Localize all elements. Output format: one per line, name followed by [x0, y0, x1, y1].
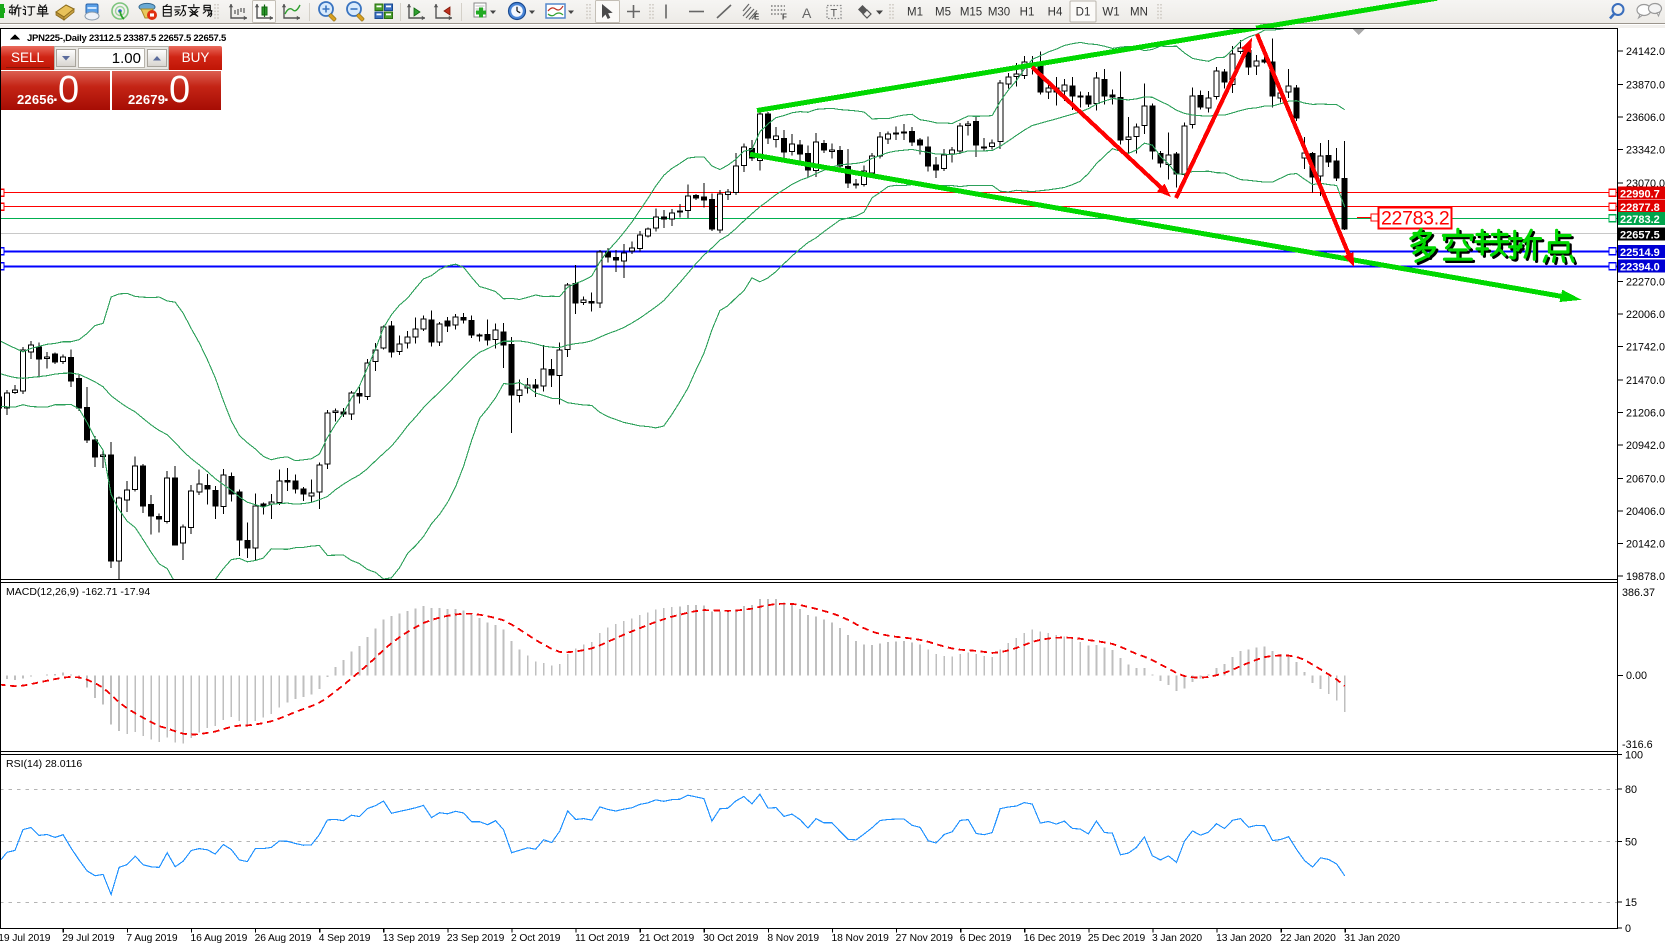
svg-text:D1: D1 [1076, 7, 1091, 19]
svg-text:22514.9: 22514.9 [1620, 247, 1660, 259]
svg-text:15: 15 [1625, 897, 1637, 909]
svg-text:M30: M30 [988, 7, 1010, 19]
svg-text:8 Nov 2019: 8 Nov 2019 [767, 933, 819, 944]
svg-text:22783.2: 22783.2 [1381, 208, 1449, 230]
svg-text:25 Dec 2019: 25 Dec 2019 [1088, 933, 1146, 944]
svg-text:18 Nov 2019: 18 Nov 2019 [832, 933, 890, 944]
svg-text:0.00: 0.00 [1626, 670, 1647, 682]
svg-text:0: 0 [1625, 923, 1631, 935]
svg-text:22006.0: 22006.0 [1626, 309, 1665, 321]
svg-text:6 Dec 2019: 6 Dec 2019 [960, 933, 1012, 944]
svg-text:20942.0: 20942.0 [1626, 440, 1665, 452]
svg-text:21 Oct 2019: 21 Oct 2019 [639, 933, 694, 944]
svg-text:23 Sep 2019: 23 Sep 2019 [447, 933, 505, 944]
svg-text:H4: H4 [1048, 7, 1063, 19]
svg-text:26 Aug 2019: 26 Aug 2019 [255, 933, 312, 944]
svg-text:386.37: 386.37 [1622, 587, 1655, 599]
svg-text:29 Jul 2019: 29 Jul 2019 [62, 933, 115, 944]
svg-text:27 Nov 2019: 27 Nov 2019 [896, 933, 954, 944]
svg-text:22877.8: 22877.8 [1620, 202, 1660, 214]
svg-text:13 Jan 2020: 13 Jan 2020 [1216, 933, 1272, 944]
svg-text:E: E [754, 13, 760, 22]
svg-text:MN: MN [1130, 7, 1148, 19]
svg-text:16 Aug 2019: 16 Aug 2019 [191, 933, 248, 944]
svg-text:2 Oct 2019: 2 Oct 2019 [511, 933, 561, 944]
svg-text:22657.5: 22657.5 [1620, 229, 1660, 241]
svg-text:100: 100 [1625, 749, 1643, 761]
svg-text:F: F [782, 13, 787, 22]
svg-text:21470.0: 21470.0 [1626, 375, 1665, 387]
svg-text:21206.0: 21206.0 [1626, 408, 1665, 420]
svg-text:31 Jan 2020: 31 Jan 2020 [1344, 933, 1400, 944]
svg-text:11 Oct 2019: 11 Oct 2019 [575, 933, 630, 944]
svg-text:19 Jul 2019: 19 Jul 2019 [0, 933, 51, 944]
svg-text:50: 50 [1625, 836, 1637, 848]
svg-text:23606.0: 23606.0 [1626, 112, 1665, 124]
svg-text:23870.0: 23870.0 [1626, 80, 1665, 92]
svg-text:T: T [831, 8, 838, 20]
svg-text:22394.0: 22394.0 [1620, 262, 1660, 274]
svg-text:30 Oct 2019: 30 Oct 2019 [703, 933, 758, 944]
svg-text:22990.7: 22990.7 [1620, 188, 1660, 200]
svg-text:20142.0: 20142.0 [1626, 539, 1665, 551]
svg-text:M5: M5 [935, 7, 951, 19]
svg-text:24142.0: 24142.0 [1626, 46, 1665, 58]
svg-text:H1: H1 [1020, 7, 1035, 19]
svg-text:20406.0: 20406.0 [1626, 506, 1665, 518]
svg-text:80: 80 [1625, 784, 1637, 796]
svg-text:4 Sep 2019: 4 Sep 2019 [319, 933, 371, 944]
svg-text:MACD(12,26,9) -162.71 -17.94: MACD(12,26,9) -162.71 -17.94 [6, 586, 150, 598]
svg-text:19878.0: 19878.0 [1626, 571, 1665, 583]
svg-text:16 Dec 2019: 16 Dec 2019 [1024, 933, 1082, 944]
svg-text:22783.2: 22783.2 [1620, 214, 1660, 226]
svg-text:M15: M15 [960, 7, 982, 19]
svg-text:20670.0: 20670.0 [1626, 474, 1665, 486]
svg-text:3 Jan 2020: 3 Jan 2020 [1152, 933, 1202, 944]
svg-text:22 Jan 2020: 22 Jan 2020 [1280, 933, 1336, 944]
svg-text:23342.0: 23342.0 [1626, 145, 1665, 157]
svg-text:W1: W1 [1102, 7, 1119, 19]
svg-text:-316.6: -316.6 [1622, 739, 1653, 751]
svg-text:A: A [802, 5, 812, 21]
svg-text:M1: M1 [907, 7, 923, 19]
svg-text:7 Aug 2019: 7 Aug 2019 [126, 933, 177, 944]
svg-text:RSI(14) 28.0116: RSI(14) 28.0116 [6, 758, 82, 770]
svg-text:JPN225-,Daily 23112.5 23387.5: JPN225-,Daily 23112.5 23387.5 22657.5 22… [27, 33, 227, 44]
svg-text:13 Sep 2019: 13 Sep 2019 [383, 933, 441, 944]
svg-text:22270.0: 22270.0 [1626, 277, 1665, 289]
svg-text:21742.0: 21742.0 [1626, 342, 1665, 354]
